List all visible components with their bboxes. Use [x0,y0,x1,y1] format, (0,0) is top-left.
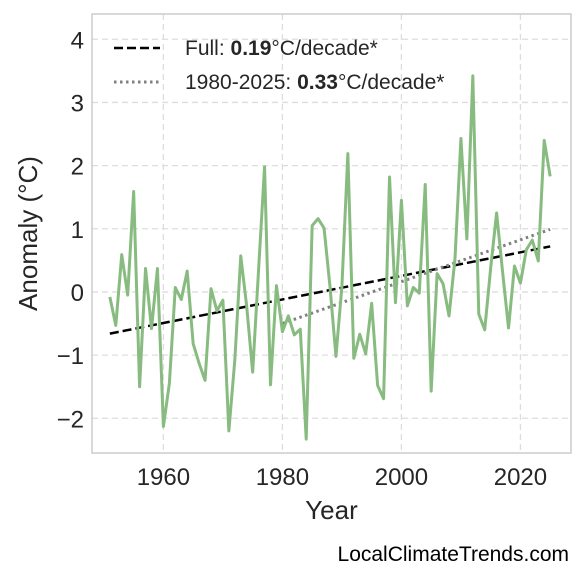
data-series [108,74,552,441]
y-tick-label: 0 [71,280,84,307]
y-tick-label: 3 [71,90,84,117]
y-axis-label: Anomaly (°C) [13,156,43,311]
y-tick-label: 4 [71,27,84,54]
plot-frame [91,13,572,454]
legend: Full: 0.19°C/decade* 1980-2025: 0.33°C/d… [114,37,444,94]
legend-label-full: Full: 0.19°C/decade* [185,37,378,60]
x-tick-labels: 1960 1980 2000 2020 [137,464,547,491]
anomaly-series-line [108,74,552,441]
y-tick-label: 1 [71,217,84,244]
y-tick-label: −2 [57,406,84,433]
grid [92,14,571,453]
y-tick-labels: −2 −1 0 1 2 3 4 [57,27,84,433]
watermark: LocalClimateTrends.com [338,543,569,566]
legend-label-recent: 1980-2025: 0.33°C/decade* [185,71,444,94]
y-tick-label: 2 [71,154,84,181]
x-tick-label: 2000 [375,464,428,491]
y-tick-label: −1 [57,343,84,370]
x-tick-label: 1980 [256,464,309,491]
x-axis-label: Year [305,495,358,525]
x-tick-label: 2020 [494,464,547,491]
x-tick-label: 1960 [137,464,190,491]
